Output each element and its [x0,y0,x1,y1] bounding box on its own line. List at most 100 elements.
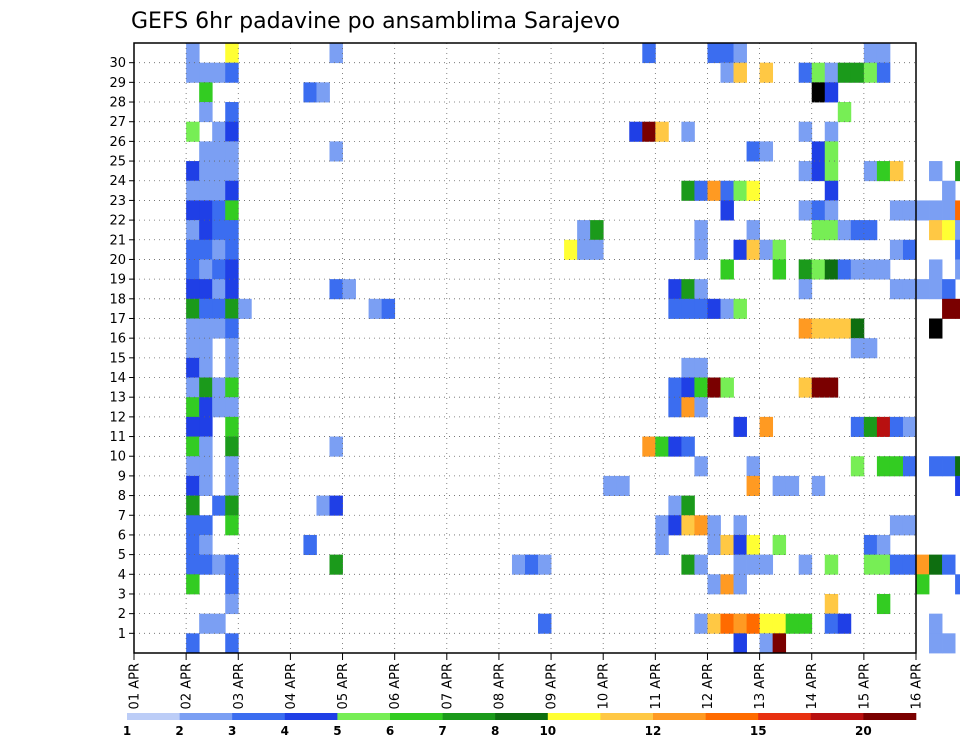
y-tick-label: 2 [118,607,126,622]
heatmap-cell [733,43,747,64]
heatmap-cell [942,279,956,300]
heatmap-cell [824,82,839,103]
y-tick-label: 4 [118,568,126,583]
heatmap-cell [889,416,904,437]
heatmap-cell [186,279,200,300]
heatmap-cell [225,200,239,221]
heatmap-cell [225,456,239,477]
y-tick-label: 3 [118,587,126,602]
heatmap-cell [590,220,604,241]
heatmap-cell [681,515,695,536]
y-tick-label: 9 [118,469,126,484]
heatmap-cell [199,554,213,575]
colorbar-swatch [600,713,654,720]
heatmap-cell [929,318,943,339]
heatmap-cell [942,456,956,477]
heatmap-cell [863,259,878,280]
heatmap-cell [955,298,960,319]
colorbar-swatch [390,713,443,720]
heatmap-cell [811,82,826,103]
heatmap-cell [733,554,747,575]
heatmap-cell [876,554,891,575]
heatmap-cell [707,298,721,319]
heatmap-cell [902,554,917,575]
heatmap-cell [837,259,852,280]
heatmap-cell [824,121,839,142]
heatmap-cell [694,180,708,201]
heatmap-cell [733,298,747,319]
heatmap-cell [225,161,239,182]
heatmap-cell [642,436,656,457]
heatmap-cell [811,161,826,182]
heatmap-cell [225,416,239,437]
colorbar-swatch [232,713,286,720]
heatmap-cell [225,338,239,359]
heatmap-cell [837,318,852,339]
heatmap-cell [811,318,826,339]
heatmap-cell [863,43,878,64]
colorbar-swatch [284,713,338,720]
heatmap-cell [876,43,891,64]
colorbar-label: 5 [333,724,341,738]
heatmap-cell [929,633,943,654]
heatmap-cell [863,62,878,83]
heatmap-cell [876,456,891,477]
heatmap-cell [681,554,695,575]
heatmap-cell [746,239,760,260]
heatmap-cell [186,456,200,477]
y-tick-label: 24 [109,174,126,189]
heatmap-cell [876,161,891,182]
heatmap-cell [694,239,708,260]
heatmap-cell [199,102,213,123]
heatmap-cell [720,298,734,319]
heatmap-cell [798,377,813,398]
heatmap-cell [186,338,200,359]
colorbar-legend: 1 2 3 4 5 6 7 8 10 12 15 20 [123,713,917,738]
heatmap-cell [824,200,839,221]
heatmap-cell [929,554,943,575]
heatmap-cell [199,318,213,339]
colorbar-label: 8 [491,724,499,738]
heatmap-cell [929,220,943,241]
heatmap-cell [798,613,813,634]
heatmap-cell [955,220,960,241]
colorbar-swatch [495,713,549,720]
heatmap-cell [746,141,760,162]
heatmap-cell [225,515,239,536]
heatmap-cell [876,593,891,615]
colorbar-label: 3 [228,724,236,738]
heatmap-cell [916,554,930,575]
heatmap-cell [850,416,865,437]
y-tick-label: 17 [109,312,126,327]
heatmap-cell [329,279,343,300]
heatmap-cell [694,456,708,477]
heatmap-cell [811,377,826,398]
heatmap-cell [850,62,865,83]
heatmap-cell [199,613,213,634]
heatmap-cell [824,613,839,634]
heatmap-cell [186,574,200,595]
heatmap-cell [707,613,721,634]
x-tick-label: 04 APR [284,663,299,709]
heatmap-cell [798,318,813,339]
heatmap-cell [889,515,904,536]
heatmap-cell [694,397,708,418]
heatmap-cell [199,357,213,378]
y-tick-label: 20 [109,253,126,268]
heatmap-cell [824,62,839,83]
heatmap-cell [733,574,747,595]
heatmap-cell [785,613,800,634]
heatmap-cell [929,279,943,300]
heatmap-cell [212,141,226,162]
y-tick-label: 8 [118,489,126,504]
heatmap-cell [720,200,734,221]
y-tick-label: 1 [118,627,126,642]
heatmap-cell [238,298,252,319]
heatmap-cell [199,534,213,556]
heatmap-cell [733,416,747,437]
heatmap-cell [746,613,760,634]
heatmap-cell [511,554,526,575]
heatmap-cell [733,633,747,654]
heatmap-cell [225,357,239,378]
y-tick-label: 10 [109,450,126,465]
